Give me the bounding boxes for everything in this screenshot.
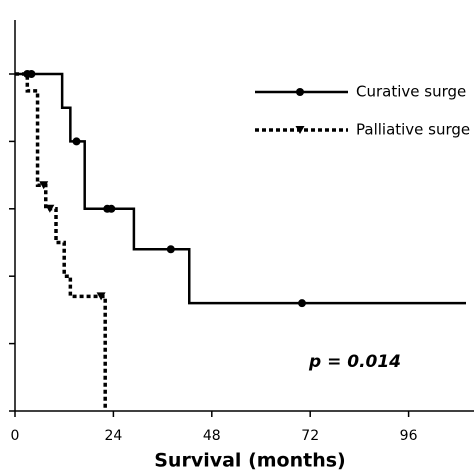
- censor-mark: [96, 292, 106, 301]
- x-tick-label: 96: [400, 428, 418, 444]
- survival-curve: [15, 72, 466, 305]
- censor-mark: [45, 204, 55, 213]
- p-value: p = 0.014: [308, 352, 401, 372]
- censor-mark: [39, 181, 49, 190]
- censor-mark: [107, 204, 116, 213]
- legend-label: Palliative surge: [356, 121, 470, 139]
- x-tick-label: 48: [203, 428, 221, 444]
- x-tick-label: 72: [301, 428, 319, 444]
- censor-mark: [298, 299, 306, 308]
- censor-mark: [27, 70, 36, 78]
- legend-marker: [296, 88, 304, 96]
- legend-marker: [295, 126, 305, 134]
- legend-label: Curative surge: [356, 83, 466, 101]
- censor-mark: [166, 245, 175, 254]
- censor-mark: [72, 137, 81, 146]
- x-tick-label: 0: [11, 428, 20, 444]
- survival-curve: [15, 72, 107, 411]
- x-tick-label: 24: [104, 428, 122, 444]
- x-axis-label: Survival (months): [154, 450, 345, 472]
